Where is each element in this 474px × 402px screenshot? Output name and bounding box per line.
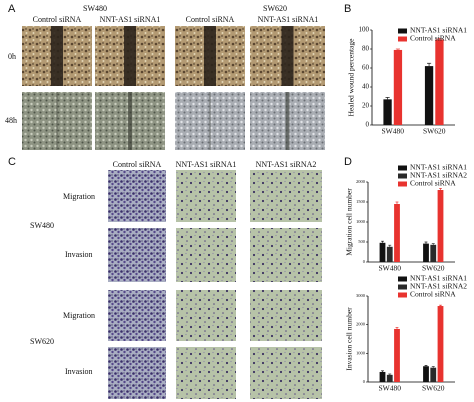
row-label: Migration [63,311,95,320]
cell-line-label: SW620 [30,337,54,346]
wound-gap [281,26,294,86]
wound-gap [124,26,136,86]
legend-swatch [398,292,407,298]
y-tick-label: 0 [366,121,370,129]
y-tick-label: 2000 [356,322,366,327]
column-label: NNT-AS1 siRNA2 [256,160,317,169]
legend-swatch [398,284,407,290]
transwell-image [176,170,236,222]
bar [435,39,444,125]
wound-gap [285,92,290,150]
x-tick-label: SW480 [379,264,402,273]
legend-label: NNT-AS1 siRNA1 [410,163,467,172]
bar [437,306,444,382]
y-tick-label: 500 [358,239,366,244]
wound-gap [51,26,63,86]
y-tick-label: 100 [359,26,370,34]
y-tick-label: 0 [363,259,366,264]
transwell-image [176,290,236,341]
bar [386,246,393,262]
column-label: Control siRNA [186,15,235,24]
panel-label: B [344,3,351,15]
column-label: Control siRNA [33,15,82,24]
wound-gap [128,92,132,150]
x-tick-label: SW480 [379,384,402,393]
legend-label: NNT-AS1 siRNA1 [410,274,467,283]
cell-line-label: SW480 [30,221,54,230]
transwell-image [108,347,166,399]
bar [383,99,392,125]
transwell-image [250,290,322,341]
bar [379,371,386,382]
transwell-image [250,347,322,399]
y-tick-label: 60 [362,64,370,72]
transwell-image [108,228,166,282]
x-tick-label: SW480 [382,127,405,136]
y-tick-label: 40 [362,83,370,91]
column-label: NNT-AS1 siRNA1 [100,15,161,24]
bar [394,204,400,262]
column-label: NNT-AS1 siRNA1 [258,15,319,24]
y-tick-label: 2000 [356,179,366,184]
legend-swatch [398,181,407,187]
y-tick-label: 1500 [356,199,366,204]
panel-label: D [344,156,352,168]
y-axis-label: Invasion cell number [345,307,354,371]
bar [430,244,437,262]
bar [437,190,444,262]
image-layer [22,26,325,399]
row-label: Invasion [65,367,93,376]
y-tick-label: 1000 [356,219,366,224]
column-label: Control siRNA [113,160,162,169]
bar [430,367,437,382]
legend-swatch [398,276,407,282]
x-tick-label: SW620 [422,384,445,393]
cell-line-label: SW480 [83,4,107,13]
legend-label: NNT-AS1 siRNA1 [410,26,467,35]
legend-label: Control siRNA [410,179,456,188]
bar [424,66,434,125]
wound-gap [204,26,216,86]
y-tick-label: 0 [363,379,366,384]
y-tick-label: 80 [362,45,370,53]
transwell-image [108,170,166,222]
bar [423,243,429,262]
legend-swatch [398,28,407,34]
cell-line-label: SW620 [263,4,287,13]
transwell-image [250,228,322,282]
legend-swatch [398,36,407,42]
legend-label: NNT-AS1 siRNA2 [410,282,467,291]
x-tick-label: SW620 [422,264,445,273]
legend-swatch [398,165,407,171]
y-axis-label: Healed wound percentage [347,38,356,117]
wound-gap [56,92,58,150]
bar [386,374,393,382]
transwell-image [108,290,166,341]
y-tick-label: 1000 [356,350,366,355]
row-label: Migration [63,192,95,201]
x-tick-label: SW620 [423,127,446,136]
bar [379,242,386,262]
row-label: Invasion [65,250,93,259]
y-tick-label: 20 [362,102,370,110]
row-label: 0h [8,52,16,61]
panel-label: A [8,3,16,15]
legend-label: Control siRNA [410,34,456,43]
bar [393,49,403,126]
bar [394,328,400,382]
transwell-image [176,228,236,282]
y-axis-label: Migration cell number [345,188,354,256]
bar [423,366,429,382]
wound-gap [209,92,211,150]
legend-label: NNT-AS1 siRNA2 [410,171,467,180]
legend-label: Control siRNA [410,290,456,299]
legend-swatch [398,173,407,179]
panel-label: C [8,156,16,168]
column-label: NNT-AS1 siRNA1 [176,160,237,169]
transwell-image [250,170,322,222]
y-tick-label: 3000 [356,293,366,298]
row-label: 48h [5,116,17,125]
transwell-image [176,347,236,399]
